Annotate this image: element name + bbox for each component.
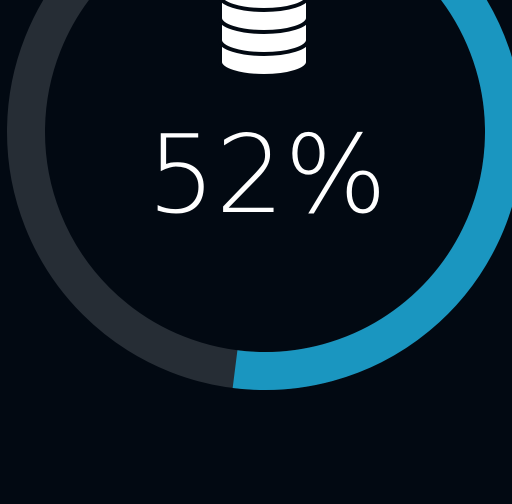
icon-band — [218, 17, 310, 34]
ring — [7, 0, 512, 390]
percent-label: 52% — [147, 113, 387, 238]
icon-band — [219, 0, 309, 12]
progress-arc — [232, 0, 512, 390]
database-icon — [218, 0, 310, 78]
icon-body — [218, 0, 310, 78]
icon-band — [218, 39, 310, 56]
